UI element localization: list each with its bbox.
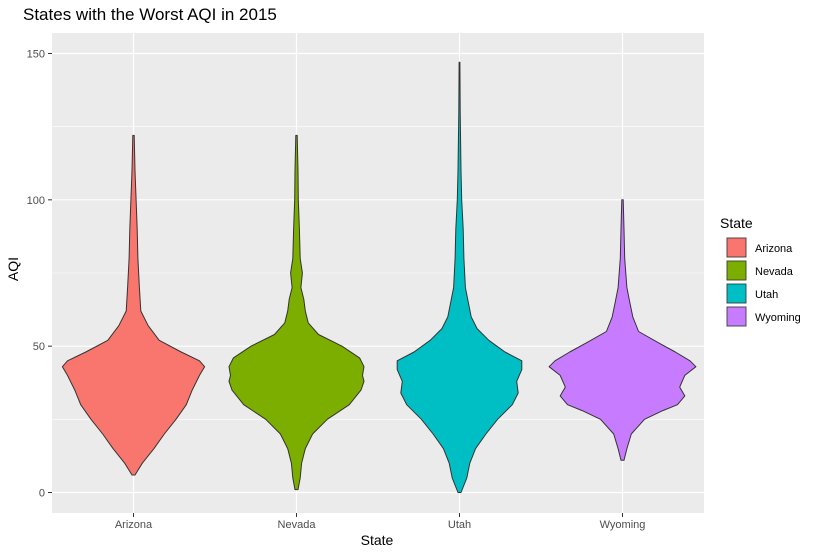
chart-title: States with the Worst AQI in 2015 [23, 5, 277, 24]
violin-arizona [61, 134, 206, 476]
x-axis-ticks: Arizona Nevada Utah Wyoming [115, 513, 646, 531]
y-tick-label: 0 [39, 488, 45, 500]
x-tick-label: Wyoming [600, 519, 646, 531]
legend-label: Utah [755, 289, 778, 301]
y-axis-title: AQI [5, 257, 21, 281]
legend-label: Wyoming [755, 312, 801, 324]
legend-swatch-wyoming [726, 306, 747, 327]
y-tick-label: 100 [27, 195, 45, 207]
violins [61, 61, 697, 493]
x-axis-title: State [361, 532, 394, 548]
legend-label: Nevada [755, 266, 794, 278]
x-tick-label: Arizona [115, 519, 153, 531]
violin-nevada [228, 134, 365, 491]
legend-label: Arizona [755, 243, 793, 255]
legend-swatch-nevada [726, 260, 747, 281]
x-tick-label: Utah [448, 519, 471, 531]
x-tick-label: Nevada [278, 519, 317, 531]
legend-swatch-arizona [726, 237, 747, 258]
legend-swatch-utah [726, 283, 747, 304]
y-tick-label: 150 [27, 48, 45, 60]
legend-title: State [720, 215, 753, 231]
y-tick-label: 50 [33, 341, 45, 353]
y-axis-ticks: 0 50 100 150 [27, 48, 52, 500]
legend: State Arizona Nevada Utah Wyoming [720, 215, 801, 327]
violin-utah [396, 61, 523, 493]
violin-wyoming [548, 199, 697, 461]
